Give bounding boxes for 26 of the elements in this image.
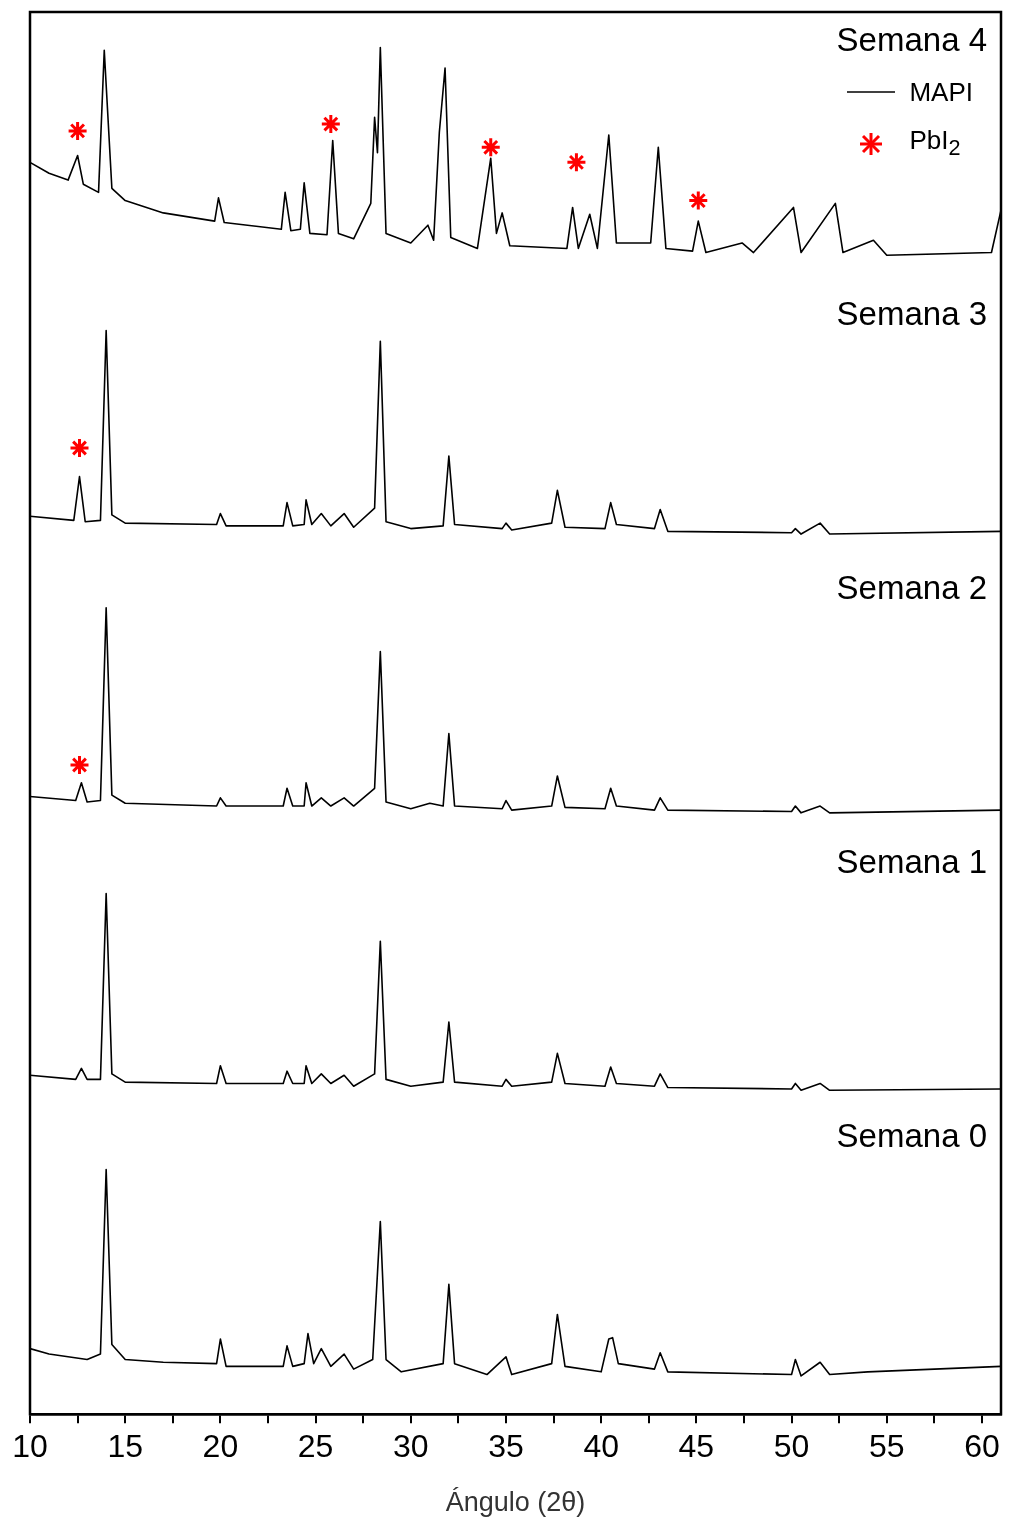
point (687, 190, 709, 212)
x-axis-title: Ángulo (2θ) (445, 1487, 586, 1518)
x-tick-label: 35 (488, 1428, 524, 1465)
x-tick-label: 50 (773, 1428, 810, 1465)
annotation: Semana 3 (836, 295, 987, 333)
x-tick-label: 15 (107, 1428, 143, 1465)
x-tick-label: 20 (202, 1428, 239, 1465)
x-tick-label: 40 (583, 1428, 619, 1465)
annotation: Semana 0 (836, 1117, 987, 1155)
point (67, 120, 89, 142)
point (69, 754, 90, 776)
point (565, 151, 587, 173)
x-tick-label: 60 (964, 1428, 1000, 1465)
x-tick-label: 25 (297, 1428, 334, 1465)
point (69, 437, 90, 459)
annotation: Semana 2 (836, 569, 987, 607)
point (480, 136, 502, 158)
annotation: Semana 1 (836, 843, 987, 881)
point (320, 113, 342, 135)
x-tick-label: 30 (392, 1428, 429, 1465)
annotation: Semana 4 (836, 21, 987, 59)
x-tick-label: 55 (868, 1428, 905, 1465)
x-tick-label: 45 (678, 1428, 715, 1465)
legend-label: PbI$_{2}$ (909, 124, 961, 163)
legend-label: MAPI (909, 76, 973, 109)
x-tick-label: 10 (12, 1428, 48, 1465)
